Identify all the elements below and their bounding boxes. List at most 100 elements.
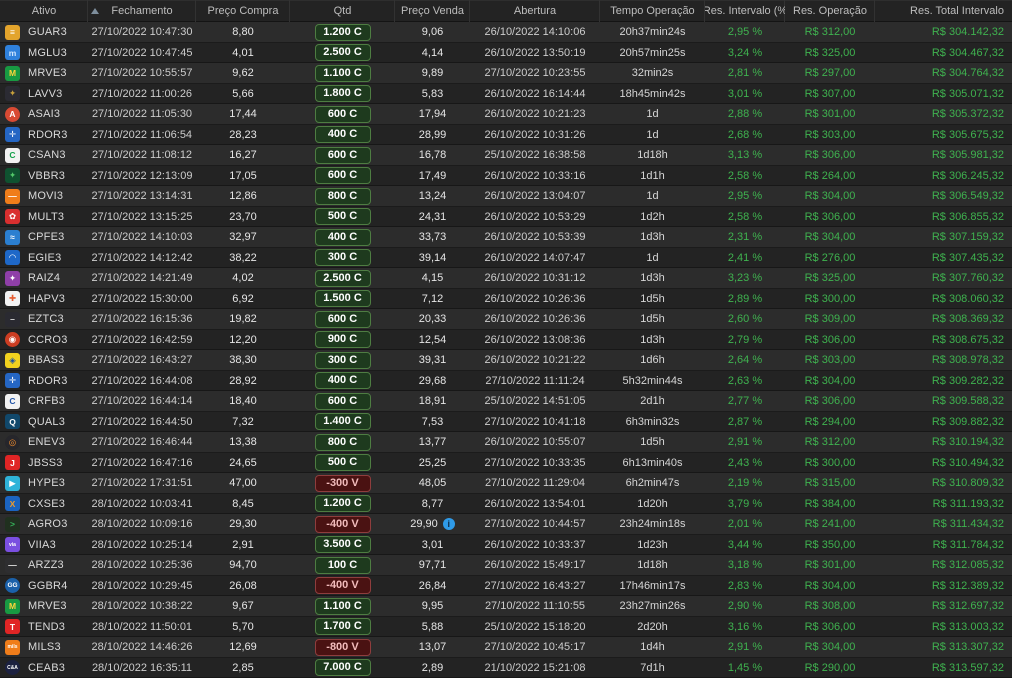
column-header-fechamento[interactable]: Fechamento [88, 0, 196, 22]
column-header-preco-compra[interactable]: Preço Compra [196, 0, 290, 22]
qty-cell: 400 C [290, 228, 395, 246]
operation-result: R$ 312,00 [804, 436, 856, 449]
operation-result: R$ 297,00 [804, 67, 856, 80]
operation-result: R$ 294,00 [804, 415, 856, 428]
sell-price: 39,31 [418, 354, 447, 367]
info-icon[interactable]: i [442, 518, 455, 531]
sell-price: 12,54 [418, 333, 447, 346]
table-row[interactable]: ◠ EGIE3 27/10/2022 14:12:42 38,22 300 C … [0, 247, 1012, 268]
sell-price: 20,33 [418, 313, 447, 326]
qty-badge: 1.200 C [314, 495, 371, 513]
table-row[interactable]: GG GGBR4 28/10/2022 10:29:45 26,08 -400 … [0, 575, 1012, 596]
interval-result-pct: 3,79 % [727, 497, 763, 510]
operation-duration: 1d5h [640, 292, 665, 305]
sell-price-cell: 9,06 i [395, 26, 470, 38]
qty-badge: 800 C [314, 433, 371, 451]
table-row[interactable]: ✛ RDOR3 27/10/2022 11:06:54 28,23 400 C … [0, 124, 1012, 145]
table-row[interactable]: ✦ VBBR3 27/10/2022 12:13:09 17,05 600 C … [0, 165, 1012, 186]
table-row[interactable]: ✦ RAIZ4 27/10/2022 14:21:49 4,02 2.500 C… [0, 268, 1012, 289]
buy-price: 38,22 [229, 251, 257, 264]
table-row[interactable]: ◉ CCRO3 27/10/2022 16:42:59 12,20 900 C … [0, 329, 1012, 350]
table-row[interactable]: ✿ MULT3 27/10/2022 13:15:25 23,70 500 C … [0, 206, 1012, 227]
qty-badge: 2.500 C [314, 269, 371, 287]
sell-price: 9,95 [421, 600, 444, 613]
qty-badge: 600 C [314, 392, 371, 410]
table-row[interactable]: – EZTC3 27/10/2022 16:15:36 19,82 600 C … [0, 309, 1012, 330]
table-row[interactable]: ≡ GUAR3 27/10/2022 10:47:30 8,80 1.200 C… [0, 22, 1012, 43]
sell-price-cell: 16,78 i [395, 149, 470, 161]
table-row[interactable]: > AGRO3 28/10/2022 10:09:16 29,30 -400 V… [0, 514, 1012, 535]
table-row[interactable]: — ARZZ3 28/10/2022 10:25:36 94,70 100 C … [0, 555, 1012, 576]
table-row[interactable]: Q QUAL3 27/10/2022 16:44:50 7,32 1.400 C… [0, 411, 1012, 432]
column-header-qtd[interactable]: Qtd [290, 0, 395, 22]
sell-price: 28,99 [418, 128, 447, 141]
total-interval-result: R$ 308.675,32 [931, 333, 1004, 346]
open-datetime: 27/10/2022 11:10:55 [484, 600, 586, 613]
close-datetime: 27/10/2022 12:13:09 [91, 169, 193, 182]
qty-cell: -400 V [290, 515, 395, 533]
asset-logo-icon: ✚ [5, 291, 20, 307]
asset-logo-icon: A [5, 106, 20, 122]
qty-badge: 400 C [314, 372, 371, 390]
asset-ticker: HAPV3 [28, 292, 66, 305]
table-row[interactable]: M MRVE3 28/10/2022 10:38:22 9,67 1.100 C… [0, 596, 1012, 617]
table-row[interactable]: — MOVI3 27/10/2022 13:14:31 12,86 800 C … [0, 186, 1012, 207]
open-datetime: 26/10/2022 10:26:36 [484, 292, 586, 305]
total-interval-result: R$ 305.675,32 [931, 128, 1004, 141]
table-row[interactable]: T TEND3 28/10/2022 11:50:01 5,70 1.700 C… [0, 616, 1012, 637]
asset-ticker: CRFB3 [28, 395, 66, 408]
sell-price: 39,14 [418, 251, 447, 264]
column-header-preco-venda[interactable]: Preço Venda [395, 0, 470, 22]
table-row[interactable]: A ASAI3 27/10/2022 11:05:30 17,44 600 C … [0, 104, 1012, 125]
sell-price: 4,14 [421, 46, 444, 59]
asset-logo-icon: ✦ [5, 168, 20, 184]
asset-cell: ◠ EGIE3 [0, 250, 88, 266]
buy-price: 94,70 [229, 559, 257, 572]
table-row[interactable]: m MGLU3 27/10/2022 10:47:45 4,01 2.500 C… [0, 42, 1012, 63]
sell-price-cell: 25,25 i [395, 457, 470, 469]
column-header-ativo[interactable]: Ativo [0, 0, 88, 22]
asset-ticker: GUAR3 [28, 26, 67, 39]
asset-ticker: VBBR3 [28, 169, 66, 182]
table-row[interactable]: ◎ ENEV3 27/10/2022 16:46:44 13,38 800 C … [0, 432, 1012, 453]
total-interval-result: R$ 313.597,32 [931, 661, 1004, 674]
column-header-res-operacao[interactable]: Res. Operação [785, 0, 875, 22]
buy-price: 12,86 [229, 190, 257, 203]
table-row[interactable]: C CRFB3 27/10/2022 16:44:14 18,40 600 C … [0, 391, 1012, 412]
table-row[interactable]: ◈ BBAS3 27/10/2022 16:43:27 38,30 300 C … [0, 350, 1012, 371]
table-row[interactable]: mils MILS3 28/10/2022 14:46:26 12,69 -80… [0, 637, 1012, 658]
column-header-tempo-operacao[interactable]: Tempo Operação [600, 0, 705, 22]
buy-price: 29,30 [229, 518, 257, 531]
qty-cell: 300 C [290, 249, 395, 267]
table-row[interactable]: ✦ LAVV3 27/10/2022 11:00:26 5,66 1.800 C… [0, 83, 1012, 104]
open-datetime: 26/10/2022 10:21:23 [484, 108, 586, 121]
table-row[interactable]: C CSAN3 27/10/2022 11:08:12 16,27 600 C … [0, 145, 1012, 166]
table-row[interactable]: via VIIA3 28/10/2022 10:25:14 2,91 3.500… [0, 534, 1012, 555]
table-row[interactable]: X CXSE3 28/10/2022 10:03:41 8,45 1.200 C… [0, 493, 1012, 514]
table-row[interactable]: M MRVE3 27/10/2022 10:55:57 9,62 1.100 C… [0, 63, 1012, 84]
close-datetime: 28/10/2022 14:46:26 [91, 641, 193, 654]
total-interval-result: R$ 304.764,32 [931, 67, 1004, 80]
column-header-res-intervalo[interactable]: Res. Intervalo (% [705, 0, 785, 22]
table-row[interactable]: J JBSS3 27/10/2022 16:47:16 24,65 500 C … [0, 452, 1012, 473]
sell-price-cell: 29,90 i [395, 518, 470, 531]
open-datetime: 26/10/2022 10:26:36 [484, 313, 586, 326]
qty-cell: 800 C [290, 433, 395, 451]
table-row[interactable]: C&A CEAB3 28/10/2022 16:35:11 2,85 7.000… [0, 657, 1012, 678]
open-datetime: 26/10/2022 13:50:19 [484, 46, 586, 59]
operation-result: R$ 307,00 [804, 87, 856, 100]
sell-price: 17,94 [418, 108, 447, 121]
table-row[interactable]: ✚ HAPV3 27/10/2022 15:30:00 6,92 1.500 C… [0, 288, 1012, 309]
sell-price: 97,71 [418, 559, 447, 572]
sell-price-cell: 13,24 i [395, 190, 470, 202]
table-row[interactable]: ✛ RDOR3 27/10/2022 16:44:08 28,92 400 C … [0, 370, 1012, 391]
table-row[interactable]: ▶ HYPE3 27/10/2022 17:31:51 47,00 -300 V… [0, 473, 1012, 494]
close-datetime: 27/10/2022 15:30:00 [91, 292, 193, 305]
open-datetime: 26/10/2022 16:14:44 [484, 87, 586, 100]
open-datetime: 26/10/2022 10:33:16 [484, 169, 586, 182]
column-header-res-total-intervalo[interactable]: Res. Total Intervalo [910, 5, 1004, 17]
table-row[interactable]: ≈ CPFE3 27/10/2022 14:10:03 32,97 400 C … [0, 227, 1012, 248]
sell-price: 48,05 [418, 477, 447, 490]
total-interval-result: R$ 310.809,32 [931, 477, 1004, 490]
column-header-abertura[interactable]: Abertura [470, 0, 600, 22]
